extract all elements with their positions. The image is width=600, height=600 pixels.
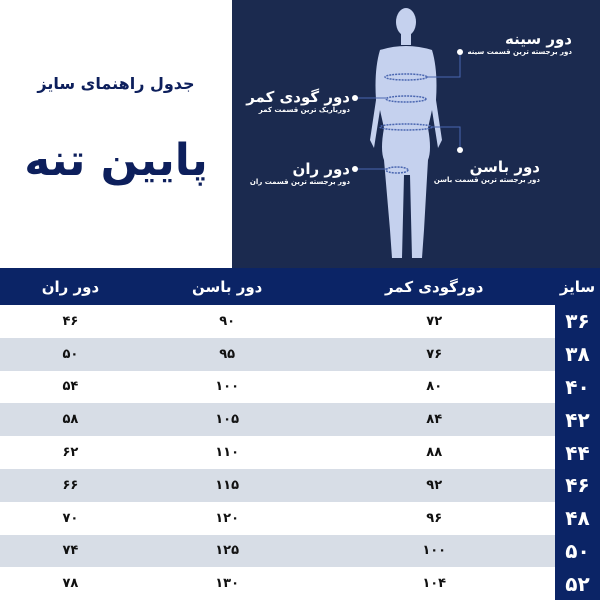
thigh-cell: ۷۴: [0, 534, 141, 568]
table-row: ۵۰ ۱۰۰ ۱۲۵ ۷۴: [0, 534, 600, 568]
hip-cell: ۱۰۵: [140, 403, 314, 437]
waist-cell: ۷۶: [313, 337, 555, 371]
body-silhouette-icon: [352, 8, 463, 258]
hip-cell: ۱۳۰: [215, 576, 240, 592]
waist-cell: ۸۴: [313, 403, 555, 437]
header-thigh: دور ران: [0, 268, 141, 305]
size-cell: ۴۲: [555, 403, 600, 437]
hip-label: دور باسن دور برجسته ترین قسمت باسن: [434, 158, 540, 184]
thigh-cell: ۷۸: [62, 576, 79, 592]
waist-cell: ۹۲: [313, 468, 555, 502]
thigh-cell: ۴۶: [62, 313, 79, 329]
size-cell: ۳۶: [555, 305, 600, 338]
chest-desc: دور برجسته ترین قسمت سینه: [467, 48, 572, 56]
table-row: ۴۰ ۸۰ ۱۰۰ ۵۴: [0, 370, 600, 404]
waist-label: دور گودی کمر دورباریک ترین قسمت کمر: [246, 88, 350, 114]
size-cell: ۵۰: [555, 534, 600, 568]
main-title: پایین تنه: [24, 135, 208, 186]
thigh-desc: دور برجسته ترین قسمت ران: [249, 178, 350, 186]
size-cell: ۴۴: [555, 436, 600, 469]
hip-cell: ۹۰: [219, 313, 236, 329]
thigh-cell: ۵۰: [0, 337, 141, 371]
hip-cell: ۱۲۰: [215, 510, 240, 526]
hip-cell: ۱۰۰: [215, 379, 240, 395]
hip-cell: ۹۵: [140, 337, 314, 371]
thigh-cell: ۵۴: [62, 379, 79, 395]
hip-cell: ۱۲۵: [140, 534, 314, 568]
thigh-title: دور ران: [292, 160, 350, 178]
table-row: ۴۸ ۹۶ ۱۲۰ ۷۰: [0, 501, 600, 535]
table-row: ۴۴ ۸۸ ۱۱۰ ۶۲: [0, 436, 600, 469]
waist-cell: ۹۶: [426, 510, 443, 526]
table-row: ۵۲ ۱۰۴ ۱۳۰ ۷۸: [0, 567, 600, 600]
thigh-label: دور ران دور برجسته ترین قسمت ران: [250, 160, 350, 186]
hip-title: دور باسن: [469, 158, 540, 176]
size-cell: ۴۸: [555, 501, 600, 535]
title-area: جدول راهنمای سایز پایین تنه: [0, 0, 232, 268]
thigh-cell: ۶۶: [0, 468, 141, 502]
table-header: سایز دورگودی کمر دور باسن دور ران: [0, 268, 600, 305]
header-hip: دور باسن: [140, 268, 314, 305]
table-row: ۳۸ ۷۶ ۹۵ ۵۰: [0, 337, 600, 371]
waist-cell: ۸۸: [426, 445, 443, 461]
header-size: سایز: [555, 268, 600, 305]
waist-cell: ۱۰۰: [313, 534, 555, 568]
header-waist: دورگودی کمر: [313, 268, 555, 305]
size-table: سایز دورگودی کمر دور باسن دور ران ۳۶ ۷۲ ۹۰…: [0, 268, 600, 600]
size-cell: ۴۶: [555, 468, 600, 502]
hip-cell: ۱۱۰: [215, 445, 240, 461]
size-cell: ۵۲: [555, 567, 600, 600]
thigh-cell: ۵۸: [0, 403, 141, 437]
waist-cell: ۱۰۴: [422, 576, 447, 592]
body-figure-panel: دور سینه دور برجسته ترین قسمت سینه دور گ…: [232, 0, 600, 268]
hip-cell: ۱۱۵: [140, 468, 314, 502]
table-row: ۴۶ ۹۲ ۱۱۵ ۶۶: [0, 468, 600, 502]
hip-desc: دور برجسته ترین قسمت باسن: [433, 176, 540, 184]
size-cell: ۳۸: [555, 337, 600, 371]
subtitle: جدول راهنمای سایز: [37, 74, 195, 93]
chest-label: دور سینه دور برجسته ترین قسمت سینه: [467, 30, 572, 56]
chest-title: دور سینه: [505, 30, 572, 48]
waist-title: دور گودی کمر: [246, 88, 350, 106]
waist-desc: دورباریک ترین قسمت کمر: [258, 106, 350, 114]
waist-cell: ۷۲: [426, 313, 443, 329]
thigh-cell: ۷۰: [62, 510, 79, 526]
waist-cell: ۸۰: [426, 379, 443, 395]
table-row: ۴۲ ۸۴ ۱۰۵ ۵۸: [0, 403, 600, 437]
size-cell: ۴۰: [555, 370, 600, 404]
table-row: ۳۶ ۷۲ ۹۰ ۴۶: [0, 305, 600, 338]
thigh-cell: ۶۲: [62, 445, 79, 461]
